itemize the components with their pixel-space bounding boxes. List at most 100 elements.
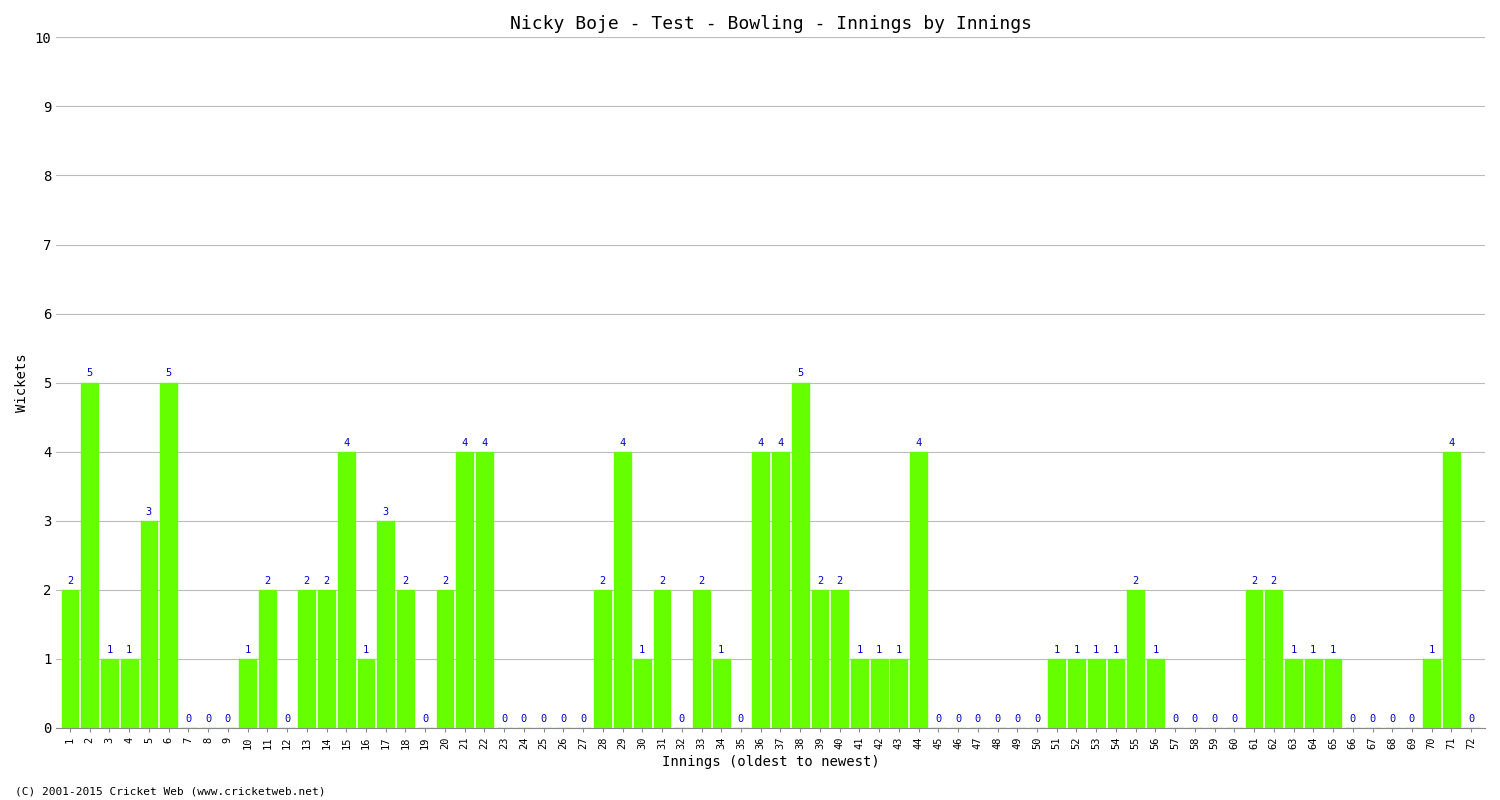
Bar <box>1266 590 1282 728</box>
Text: 1: 1 <box>718 645 724 654</box>
Bar <box>1245 590 1263 728</box>
Bar <box>693 590 709 728</box>
Text: 0: 0 <box>975 714 981 724</box>
Text: 0: 0 <box>1350 714 1356 724</box>
Text: 0: 0 <box>994 714 1000 724</box>
Text: 1: 1 <box>126 645 132 654</box>
Text: 1: 1 <box>856 645 862 654</box>
Bar <box>792 382 808 728</box>
Text: 4: 4 <box>462 438 468 447</box>
Text: 2: 2 <box>699 576 705 586</box>
Bar <box>122 659 138 728</box>
Bar <box>260 590 276 728</box>
Text: 4: 4 <box>344 438 350 447</box>
Bar <box>100 659 118 728</box>
Bar <box>850 659 868 728</box>
Bar <box>712 659 729 728</box>
Text: 5: 5 <box>165 369 172 378</box>
Text: 2: 2 <box>442 576 448 586</box>
Text: 3: 3 <box>146 506 152 517</box>
Text: 1: 1 <box>896 645 902 654</box>
Text: 4: 4 <box>915 438 921 447</box>
Bar <box>62 590 78 728</box>
Text: 2: 2 <box>1251 576 1257 586</box>
Bar <box>1148 659 1164 728</box>
Bar <box>298 590 315 728</box>
Text: 0: 0 <box>560 714 567 724</box>
Bar <box>436 590 453 728</box>
Text: 0: 0 <box>540 714 548 724</box>
Bar <box>594 590 610 728</box>
Bar <box>81 382 98 728</box>
X-axis label: Innings (oldest to newest): Innings (oldest to newest) <box>662 755 879 769</box>
Text: 0: 0 <box>1014 714 1020 724</box>
Text: 4: 4 <box>777 438 783 447</box>
Bar <box>1088 659 1104 728</box>
Text: 1: 1 <box>876 645 882 654</box>
Text: 5: 5 <box>796 369 804 378</box>
Text: 2: 2 <box>1270 576 1276 586</box>
Text: 3: 3 <box>382 506 388 517</box>
Text: 2: 2 <box>1132 576 1138 586</box>
Bar <box>1068 659 1084 728</box>
Bar <box>1048 659 1065 728</box>
Bar <box>614 452 632 728</box>
Text: 2: 2 <box>818 576 824 586</box>
Bar <box>812 590 828 728</box>
Text: 2: 2 <box>837 576 843 586</box>
Bar <box>1128 590 1144 728</box>
Text: 2: 2 <box>303 576 310 586</box>
Text: 4: 4 <box>758 438 764 447</box>
Text: 2: 2 <box>402 576 408 586</box>
Bar <box>1424 659 1440 728</box>
Text: 0: 0 <box>1408 714 1414 724</box>
Bar <box>870 659 888 728</box>
Text: 0: 0 <box>1389 714 1395 724</box>
Bar <box>160 382 177 728</box>
Text: 1: 1 <box>106 645 112 654</box>
Text: 2: 2 <box>658 576 664 586</box>
Bar <box>1107 659 1125 728</box>
Text: 2: 2 <box>264 576 270 586</box>
Text: 0: 0 <box>1370 714 1376 724</box>
Text: 1: 1 <box>244 645 250 654</box>
Text: 1: 1 <box>1330 645 1336 654</box>
Text: 0: 0 <box>738 714 744 724</box>
Bar <box>357 659 375 728</box>
Text: 1: 1 <box>639 645 645 654</box>
Text: 1: 1 <box>1053 645 1060 654</box>
Text: 0: 0 <box>678 714 686 724</box>
Bar <box>772 452 789 728</box>
Text: 0: 0 <box>186 714 192 724</box>
Text: 0: 0 <box>934 714 942 724</box>
Text: 0: 0 <box>1192 714 1198 724</box>
Text: 1: 1 <box>363 645 369 654</box>
Text: 0: 0 <box>1034 714 1040 724</box>
Text: 4: 4 <box>482 438 488 447</box>
Bar <box>238 659 256 728</box>
Text: 0: 0 <box>1212 714 1218 724</box>
Text: 0: 0 <box>206 714 212 724</box>
Bar <box>476 452 494 728</box>
Bar <box>1286 659 1302 728</box>
Bar <box>1443 452 1460 728</box>
Bar <box>831 590 848 728</box>
Text: 1: 1 <box>1290 645 1296 654</box>
Text: 1: 1 <box>1113 645 1119 654</box>
Text: 1: 1 <box>1074 645 1080 654</box>
Text: 4: 4 <box>620 438 626 447</box>
Text: 1: 1 <box>1310 645 1317 654</box>
Text: 1: 1 <box>1094 645 1100 654</box>
Text: 0: 0 <box>501 714 507 724</box>
Y-axis label: Wickets: Wickets <box>15 354 28 412</box>
Text: 0: 0 <box>956 714 962 724</box>
Bar <box>1305 659 1322 728</box>
Bar <box>1324 659 1341 728</box>
Bar <box>378 521 394 728</box>
Text: 0: 0 <box>225 714 231 724</box>
Bar <box>634 659 651 728</box>
Text: 2: 2 <box>324 576 330 586</box>
Text: 2: 2 <box>68 576 74 586</box>
Text: 2: 2 <box>600 576 606 586</box>
Text: 5: 5 <box>87 369 93 378</box>
